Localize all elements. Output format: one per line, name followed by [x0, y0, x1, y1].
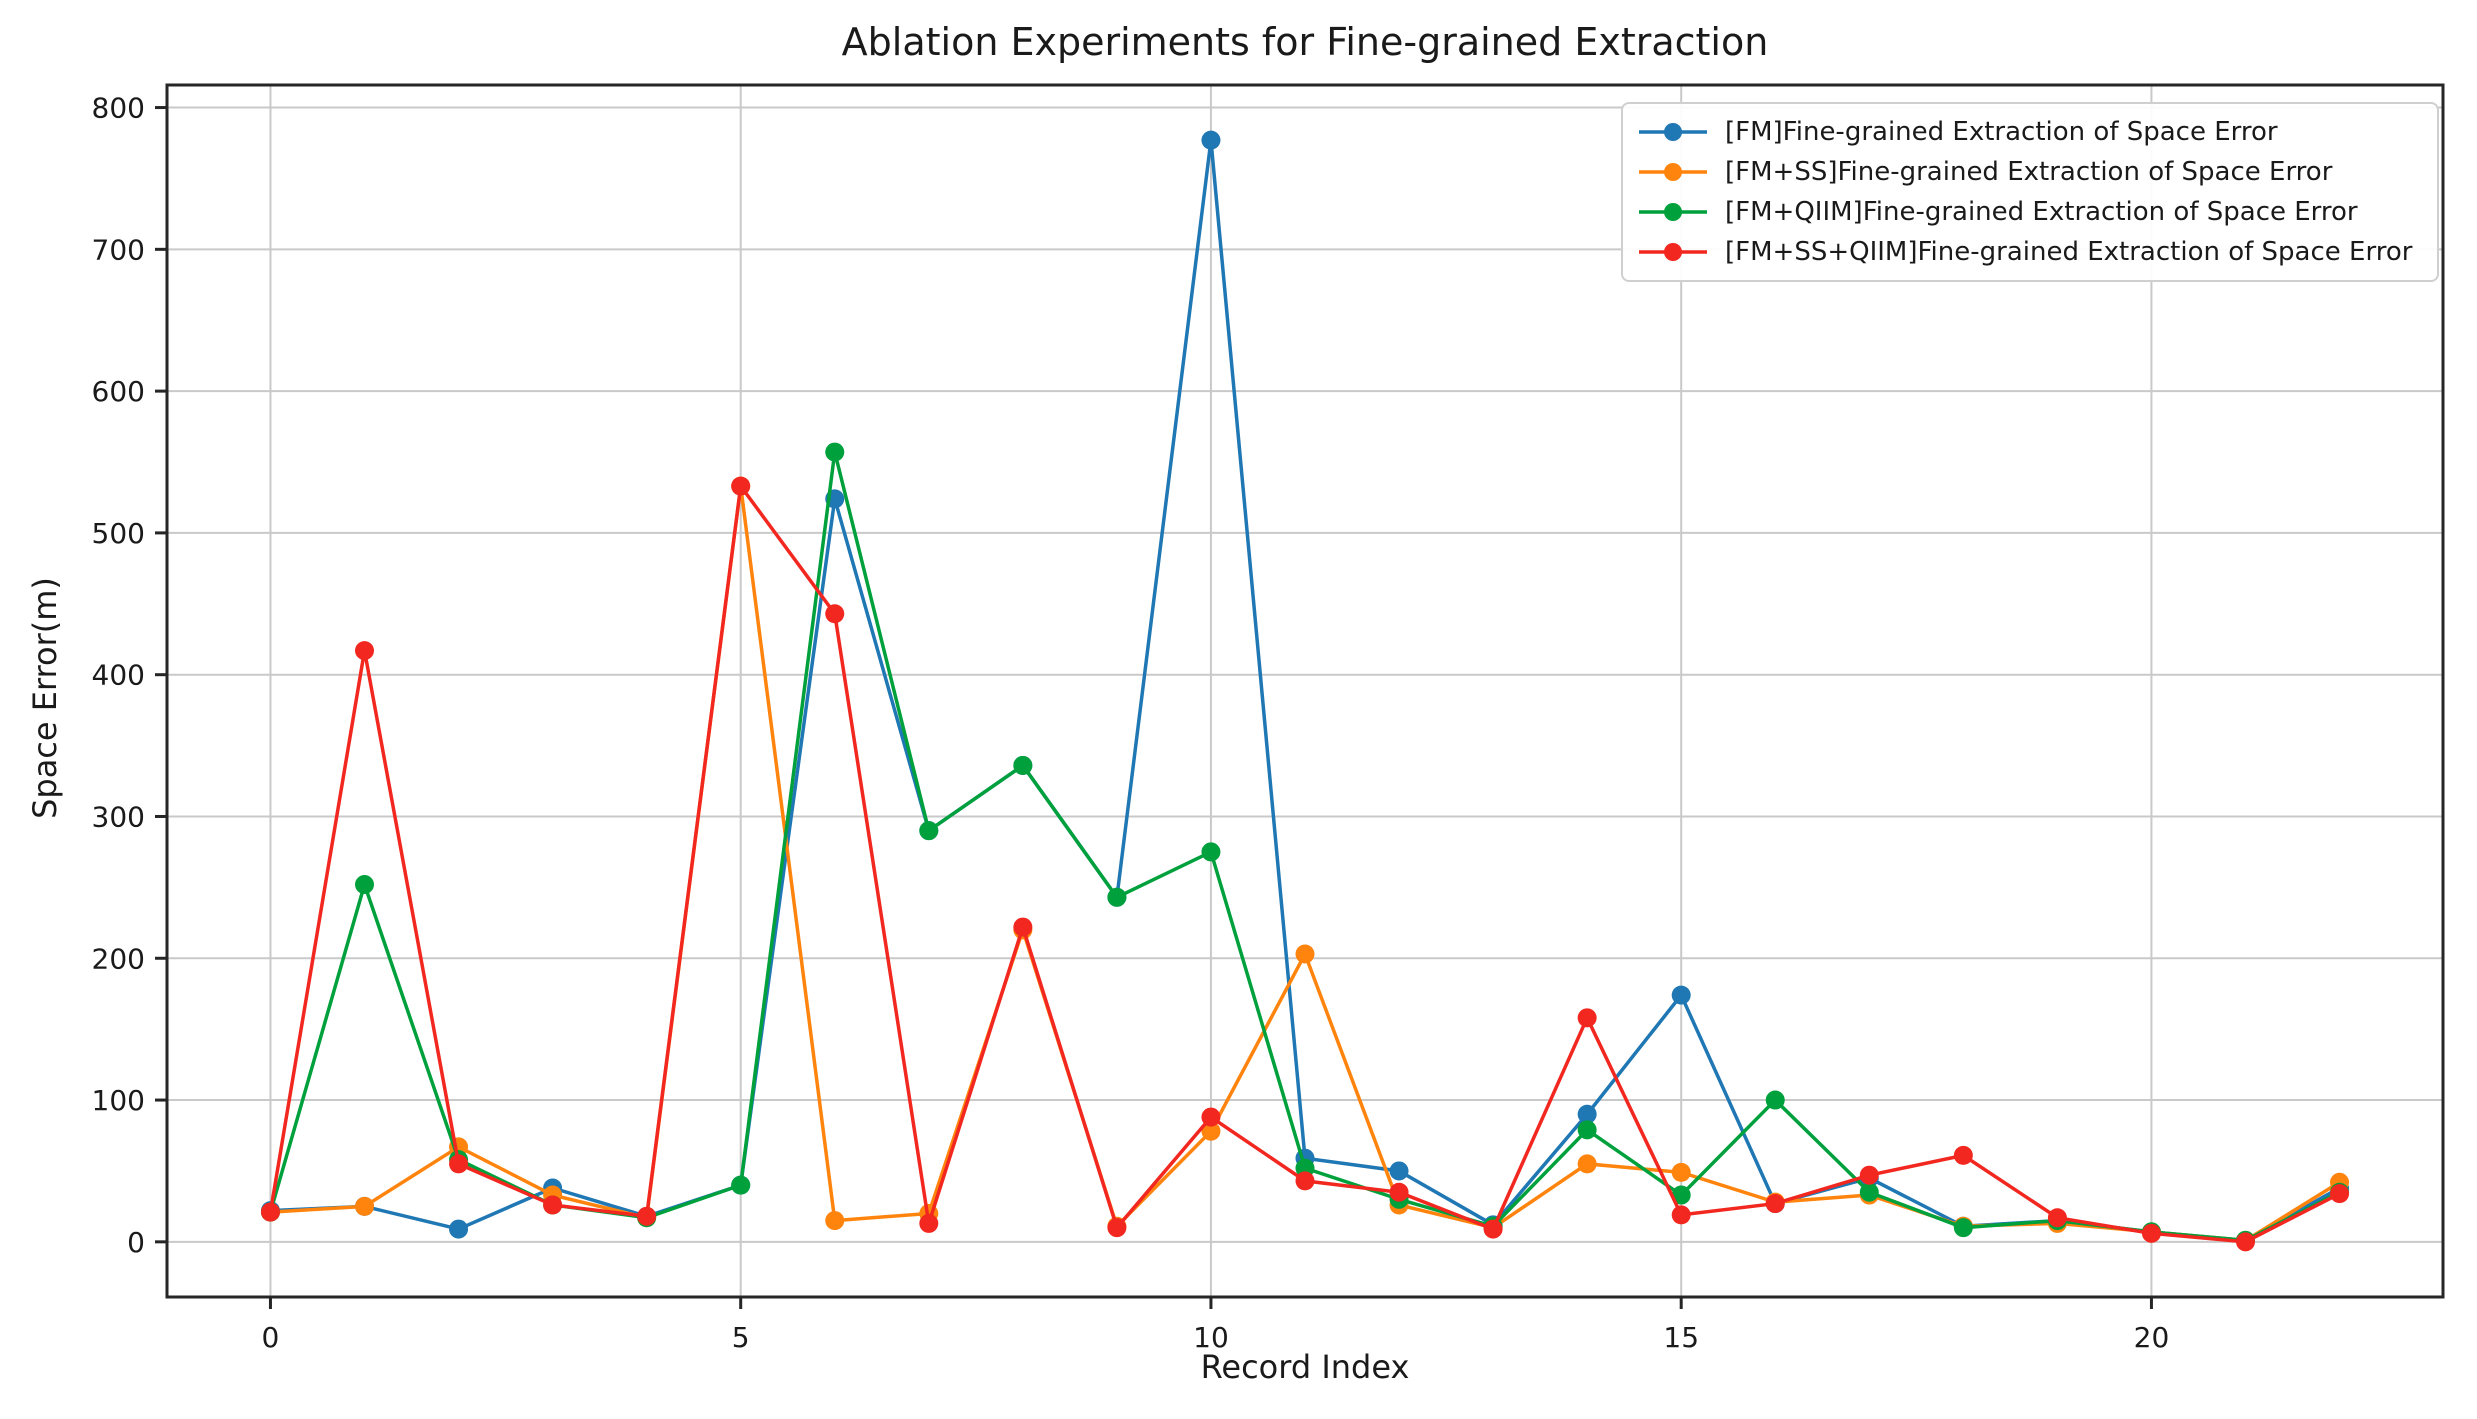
series-marker	[1671, 985, 1691, 1005]
legend-line-dot-icon	[1639, 203, 1707, 221]
series-marker	[449, 1219, 469, 1239]
series-marker	[1013, 755, 1033, 775]
y-tick-label: 400	[92, 659, 145, 692]
x-axis-label: Record Index	[1200, 1348, 1410, 1386]
x-tick-label: 0	[262, 1321, 280, 1354]
series-line	[270, 139, 2341, 1243]
y-tick-label: 100	[92, 1084, 145, 1117]
series-marker	[1859, 1165, 1879, 1185]
series-marker	[919, 821, 939, 841]
series-marker	[731, 476, 751, 496]
series-marker	[825, 1211, 845, 1231]
y-tick-label: 700	[92, 233, 145, 266]
series-marker	[1765, 1090, 1785, 1110]
series-marker	[1201, 130, 1221, 150]
series-marker	[1671, 1185, 1691, 1205]
legend-item-fm-ss: [FM+SS]Fine-grained Extraction of Space …	[1637, 152, 2423, 192]
y-tick-label: 200	[92, 942, 145, 975]
legend-label: [FM+SS]Fine-grained Extraction of Space …	[1725, 157, 2333, 187]
series-marker	[449, 1154, 469, 1174]
series-marker	[355, 641, 375, 661]
legend-item-fm: [FM]Fine-grained Extraction of Space Err…	[1637, 112, 2423, 152]
series-marker	[1577, 1154, 1597, 1174]
series-marker	[1107, 1218, 1127, 1238]
series-marker	[1201, 842, 1221, 862]
y-tick-label: 300	[92, 800, 145, 833]
plot-spine	[165, 83, 2445, 1299]
x-tick-label: 15	[1663, 1321, 1699, 1354]
series-marker	[1389, 1182, 1409, 1202]
series-marker	[1013, 917, 1033, 937]
series-marker	[355, 875, 375, 895]
series-marker	[825, 442, 845, 462]
series-marker	[543, 1195, 563, 1215]
series-marker	[637, 1206, 657, 1226]
series-marker	[1295, 944, 1315, 964]
series-marker	[2235, 1232, 2255, 1252]
y-tick-label: 500	[92, 517, 145, 550]
legend-label: [FM+QIIM]Fine-grained Extraction of Spac…	[1725, 197, 2358, 227]
series-marker	[1859, 1182, 1879, 1202]
series-line	[268, 481, 2341, 1244]
series-marker	[919, 1213, 939, 1233]
x-tick-label: 10	[1193, 1321, 1229, 1354]
series-marker	[260, 1202, 280, 1222]
legend-item-fm-ss-qiim: [FM+SS+QIIM]Fine-grained Extraction of S…	[1637, 232, 2423, 272]
legend-line-dot-icon	[1639, 123, 1707, 141]
legend-label: [FM]Fine-grained Extraction of Space Err…	[1725, 117, 2278, 147]
series-marker	[1953, 1218, 1973, 1238]
x-tick-label: 20	[2134, 1321, 2170, 1354]
series-marker	[1577, 1120, 1597, 1140]
y-tick-label: 800	[92, 92, 145, 125]
legend-label: [FM+SS+QIIM]Fine-grained Extraction of S…	[1725, 237, 2413, 267]
legend: [FM]Fine-grained Extraction of Space Err…	[1621, 102, 2439, 282]
series-marker	[1577, 1008, 1597, 1028]
y-tick-label: 600	[92, 375, 145, 408]
legend-item-fm-qiim: [FM+QIIM]Fine-grained Extraction of Spac…	[1637, 192, 2423, 232]
series-marker	[1107, 887, 1127, 907]
series-line	[268, 451, 2341, 1243]
series-marker	[1765, 1194, 1785, 1214]
y-axis-label: Space Error(m)	[26, 577, 64, 819]
y-tick-label: 0	[127, 1226, 145, 1259]
series-marker	[1295, 1171, 1315, 1191]
series-marker	[1201, 1121, 1221, 1141]
series-marker	[825, 604, 845, 624]
series-marker	[1577, 1104, 1597, 1124]
series-marker	[731, 1175, 751, 1195]
series-marker	[2141, 1223, 2161, 1243]
x-tick-label: 5	[732, 1321, 750, 1354]
series-marker	[1483, 1219, 1503, 1239]
series-marker	[2330, 1184, 2350, 1204]
series-marker	[2047, 1208, 2067, 1228]
series-marker	[1953, 1145, 1973, 1165]
series-marker	[1201, 1107, 1221, 1127]
chart-title: Ablation Experiments for Fine-grained Ex…	[841, 20, 1769, 64]
series-marker	[1389, 1161, 1409, 1181]
series-line	[270, 485, 2341, 1243]
series-marker	[1671, 1205, 1691, 1225]
series-marker	[1671, 1162, 1691, 1182]
legend-line-dot-icon	[1639, 243, 1707, 261]
series-marker	[355, 1196, 375, 1216]
legend-line-dot-icon	[1639, 163, 1707, 181]
